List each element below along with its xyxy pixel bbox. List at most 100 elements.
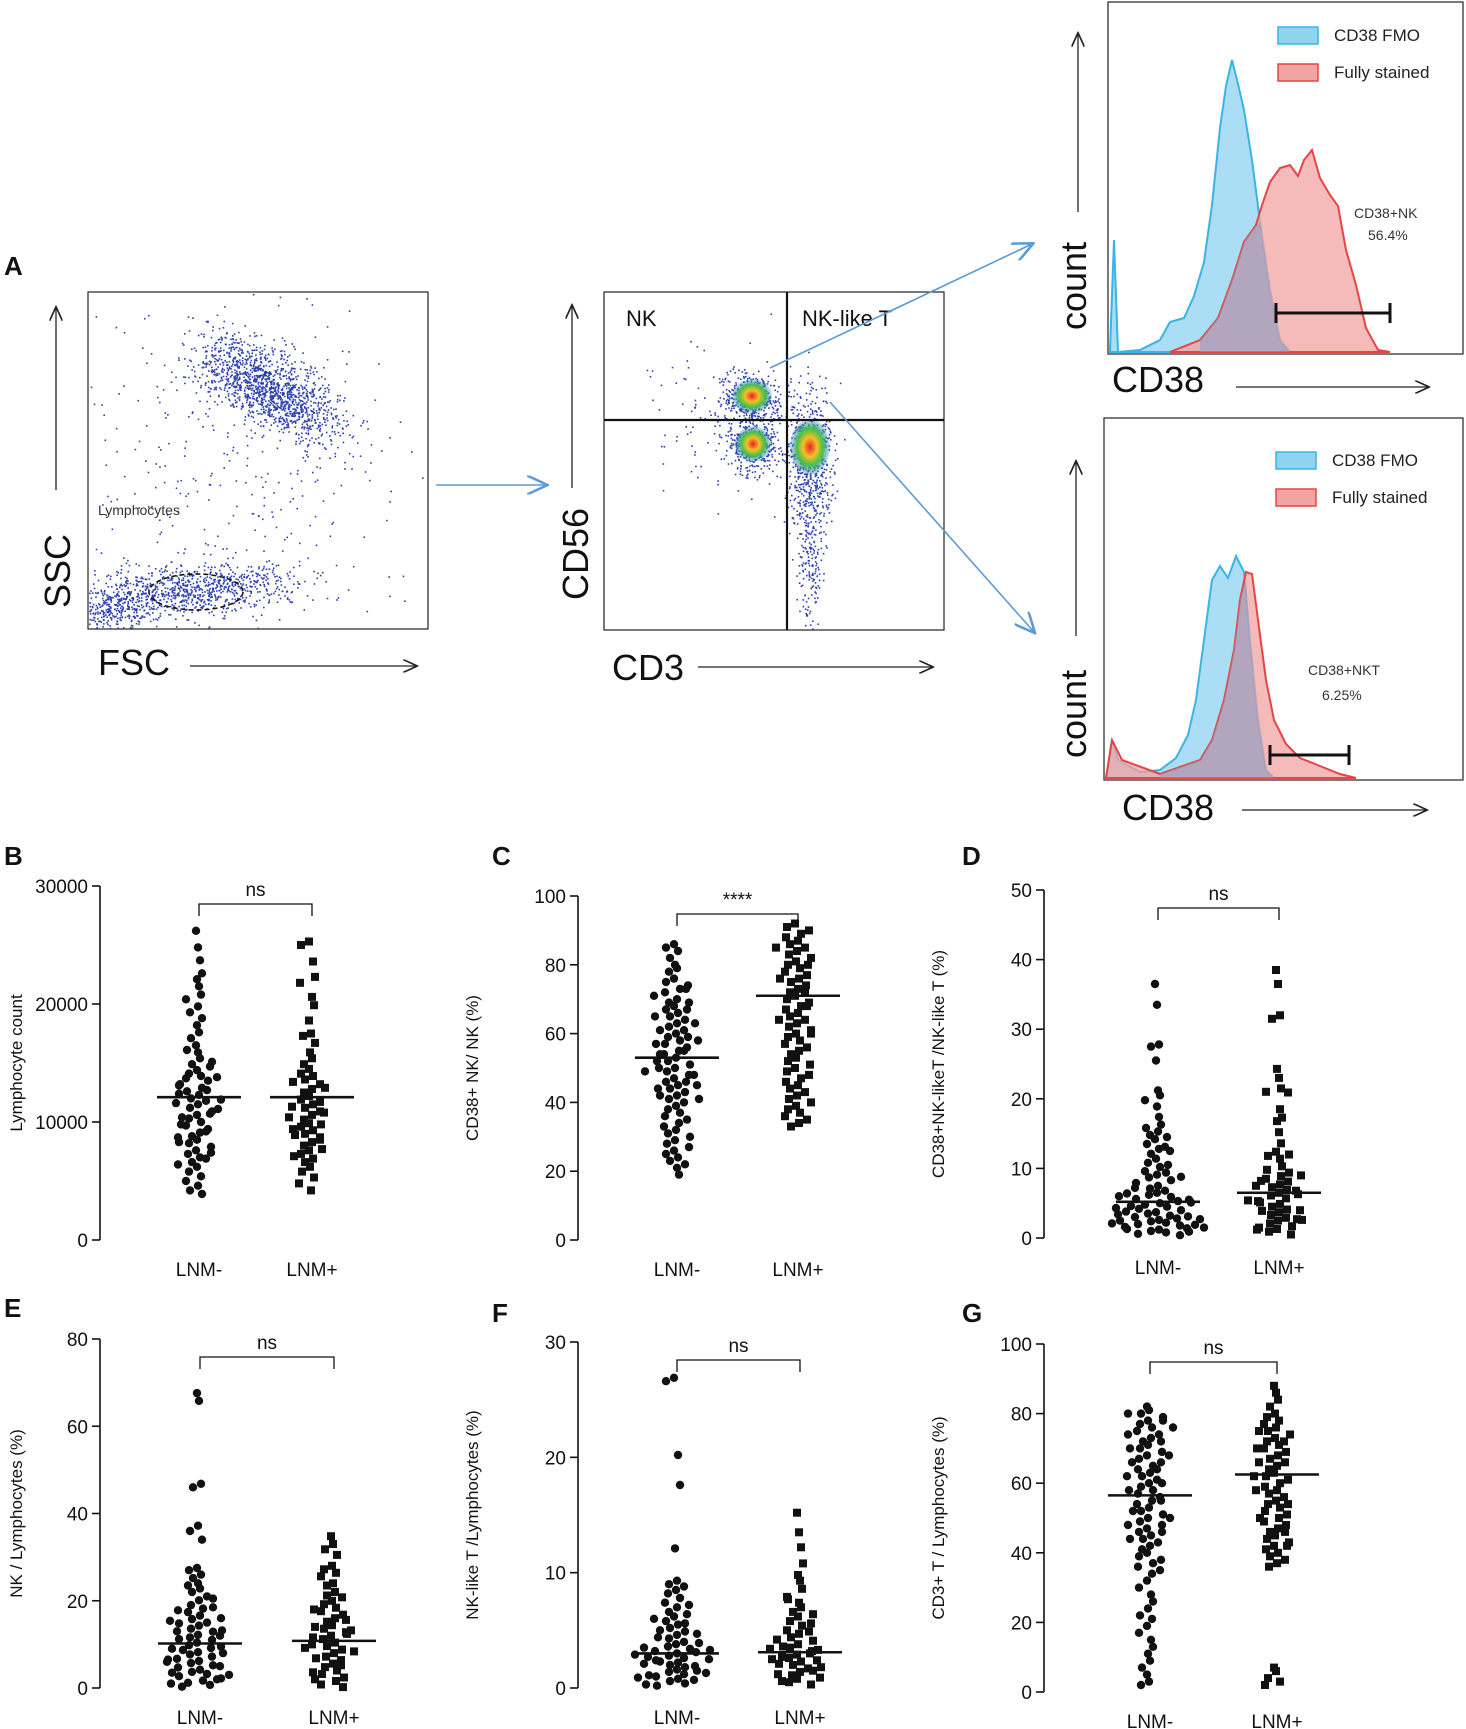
scatter2-event: [697, 387, 700, 390]
scatter-event: [118, 393, 120, 395]
lymphocyte-event: [118, 600, 120, 603]
granulocyte-event: [321, 433, 324, 435]
granulocyte-event: [329, 400, 331, 402]
granulocyte-event: [285, 418, 288, 420]
data-point: [1274, 980, 1282, 988]
debris-event: [114, 595, 116, 597]
lymphocyte-event: [263, 606, 265, 609]
lymphocyte-event: [235, 551, 237, 554]
lymphocyte-event: [261, 569, 264, 571]
granulocyte-event: [223, 389, 226, 391]
data-point: [1155, 1162, 1165, 1172]
lymphocyte-event: [210, 593, 213, 596]
granulocyte-event: [305, 408, 308, 410]
nk-event: [718, 401, 720, 403]
t-cell-event: [815, 556, 817, 558]
granulocyte-event: [237, 374, 239, 376]
granulocyte-event: [229, 383, 232, 385]
granulocyte-event: [345, 425, 348, 427]
lymphocyte-event: [172, 594, 175, 596]
t-cell-event: [797, 402, 800, 404]
lymphocyte-event: [228, 586, 230, 588]
data-point: [297, 941, 305, 949]
lymphocyte-event: [272, 569, 274, 572]
granulocyte-event: [294, 421, 297, 423]
lymphocyte-event: [138, 581, 141, 583]
lymphocyte-event: [171, 607, 174, 610]
scatter-event: [230, 575, 233, 578]
lymphocyte-event: [252, 570, 254, 573]
scatter2-event: [723, 415, 726, 417]
granulocyte-event: [277, 382, 279, 384]
t-cell-event: [820, 492, 822, 495]
granulocyte-event: [311, 396, 314, 398]
granulocyte-event: [239, 384, 242, 386]
t-cell-event: [830, 431, 832, 434]
cd56dim-event: [740, 461, 742, 464]
scatter-event: [185, 589, 188, 592]
granulocyte-event: [270, 373, 272, 375]
scatter-event: [389, 501, 391, 503]
granulocyte-event: [253, 420, 256, 423]
cd56dim-event: [759, 475, 761, 477]
scatter-event: [231, 322, 234, 325]
lymphocyte-event: [215, 599, 217, 601]
data-point: [783, 923, 791, 931]
granulocyte-event: [299, 400, 302, 402]
granulocyte-event: [301, 427, 303, 429]
lymphocyte-event: [196, 601, 198, 603]
granulocyte-event: [319, 396, 321, 399]
data-point: [1122, 1189, 1132, 1198]
scatter-event: [197, 334, 200, 337]
granulocyte-event: [193, 370, 196, 373]
data-point: [1275, 1073, 1283, 1082]
data-point: [218, 1648, 228, 1658]
scatter-event: [253, 344, 255, 346]
data-point: [308, 1085, 316, 1093]
lymphocyte-event: [124, 593, 126, 596]
lymphocyte-event: [123, 584, 125, 586]
t-cell-event: [810, 403, 812, 405]
granulocyte-event: [268, 400, 270, 402]
t-cell-event: [790, 381, 792, 383]
t-cell-event: [817, 504, 820, 507]
data-point: [807, 1029, 815, 1038]
t-cell-event: [806, 514, 809, 516]
lymphocyte-event: [267, 582, 269, 584]
hist-top-frame: [1107, 1, 1464, 355]
granulocyte-event: [275, 407, 278, 409]
scatter2-event: [747, 473, 749, 476]
scatter-event: [157, 396, 159, 399]
granulocyte-event: [258, 395, 260, 397]
debris-event: [118, 598, 121, 601]
scatter-event: [302, 456, 305, 459]
lymphocyte-event: [107, 574, 110, 577]
nk-event: [761, 378, 763, 380]
lymphocyte-event: [278, 619, 281, 621]
granulocyte-event: [249, 402, 251, 405]
granulocyte-event: [208, 386, 210, 389]
scatter-event: [259, 369, 262, 371]
granulocyte-event: [228, 399, 231, 402]
granulocyte-event: [301, 386, 304, 388]
lymphocyte-event: [137, 601, 140, 603]
lymphocyte-event: [185, 601, 188, 604]
lymphocyte-event: [266, 593, 269, 595]
lymphocyte-event: [184, 591, 186, 593]
debris-event: [98, 620, 100, 623]
granulocyte-event: [232, 359, 234, 362]
data-point: [803, 1043, 811, 1052]
granulocyte-event: [336, 398, 339, 401]
granulocyte-event: [268, 389, 271, 391]
scatter-event: [111, 528, 114, 531]
granulocyte-event: [219, 363, 222, 365]
t-cell-event: [789, 499, 792, 502]
x-tick-label: LNM+: [286, 1260, 337, 1281]
lymphocyte-event: [141, 576, 143, 579]
granulocyte-event: [226, 364, 229, 366]
granulocyte-event: [300, 408, 302, 411]
t-cell-event: [816, 505, 818, 507]
t-cell-event: [822, 490, 825, 493]
lymphocyte-event: [145, 599, 147, 601]
granulocyte-event: [251, 397, 254, 400]
